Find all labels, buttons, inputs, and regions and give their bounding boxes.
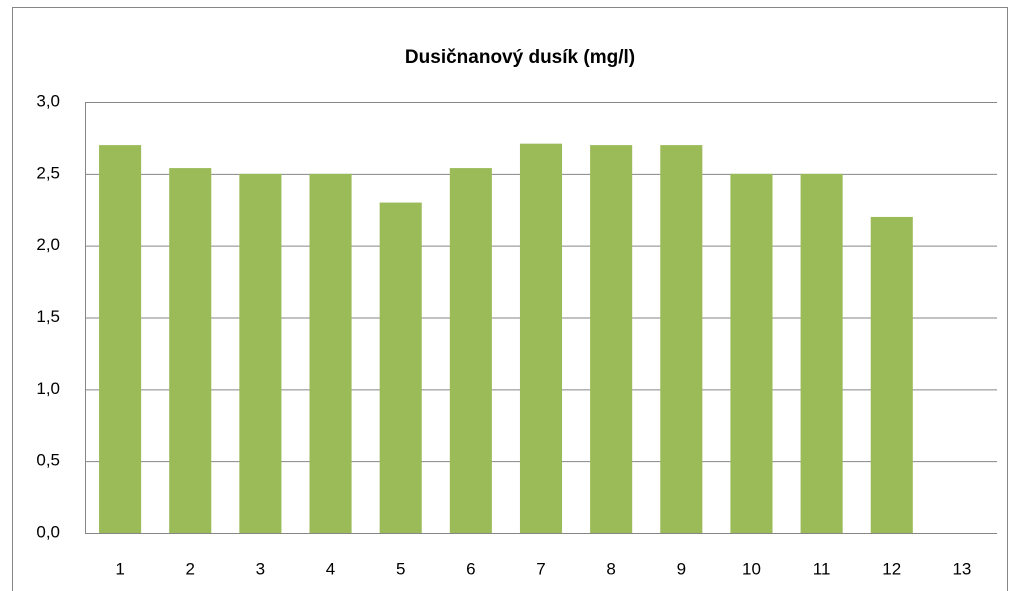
x-tick-label: 12 [882,559,901,578]
y-tick-label: 3,0 [36,91,60,110]
bar [379,202,422,534]
y-tick-label: 1,5 [36,307,60,326]
bar [660,145,703,533]
x-tick-label: 9 [677,559,686,578]
x-tick-label: 3 [256,559,265,578]
x-tick-label: 7 [536,559,545,578]
bar [519,143,563,533]
y-tick-label: 1,0 [36,379,60,398]
chart-border [12,7,1008,591]
bar [169,168,212,533]
x-tick-label: 11 [813,559,831,578]
bar [449,168,492,533]
bar [590,145,633,533]
y-tick-label: 0,0 [36,522,60,541]
x-tick-label: 8 [606,559,615,578]
x-tick-label: 4 [326,559,335,578]
y-tick-label: 2,0 [36,235,60,254]
bar [99,145,142,533]
chart-title: Dusičnanový dusík (mg/l) [405,47,635,68]
bar [730,173,773,534]
x-tick-label: 6 [466,559,475,578]
x-tick-label: 5 [396,559,405,578]
bar [800,173,843,534]
x-tick-label: 10 [742,559,761,578]
bar [239,173,282,534]
y-tick-label: 0,5 [36,451,60,470]
x-tick-label: 1 [115,559,124,578]
x-tick-label: 2 [185,559,194,578]
bar [870,216,913,533]
y-tick-label: 2,5 [36,163,60,182]
bar [309,173,352,534]
x-tick-label: 13 [952,559,971,578]
